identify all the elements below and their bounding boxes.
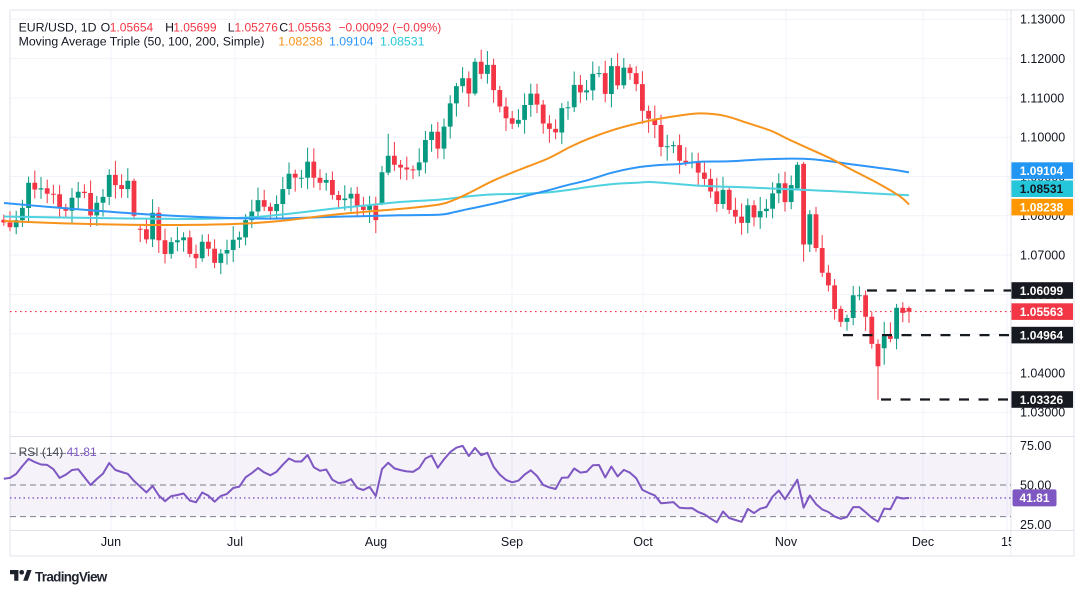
svg-text:1.09104: 1.09104: [1020, 164, 1064, 178]
svg-text:H: H: [165, 21, 174, 35]
svg-text:1.05563: 1.05563: [288, 21, 332, 35]
svg-text:Jun: Jun: [101, 535, 121, 549]
svg-text:Sep: Sep: [501, 535, 523, 549]
svg-text:O: O: [101, 21, 111, 35]
svg-text:Moving Average Triple (50, 100: Moving Average Triple (50, 100, 200, Sim…: [19, 34, 265, 48]
svg-text:1.03326: 1.03326: [1020, 393, 1064, 407]
svg-text:1.03000: 1.03000: [1020, 406, 1065, 420]
svg-text:1.08531: 1.08531: [380, 34, 425, 48]
svg-text:Aug: Aug: [365, 535, 387, 549]
svg-text:1.11000: 1.11000: [1020, 91, 1064, 105]
svg-text:−0.00092 (−0.09%): −0.00092 (−0.09%): [339, 21, 442, 35]
svg-text:1.13000: 1.13000: [1020, 13, 1065, 27]
svg-text:1.04964: 1.04964: [1020, 328, 1064, 342]
svg-text:75.00: 75.00: [1020, 439, 1051, 453]
svg-text:1.08238: 1.08238: [278, 34, 323, 48]
svg-text:C: C: [279, 21, 288, 35]
svg-text:Oct: Oct: [633, 535, 653, 549]
svg-text:RSI (14) 41.81: RSI (14) 41.81: [19, 445, 97, 459]
svg-text:TradingView: TradingView: [35, 570, 108, 585]
svg-text:1.08531: 1.08531: [1020, 182, 1064, 196]
svg-text:1.09104: 1.09104: [329, 34, 374, 48]
svg-text:1.07000: 1.07000: [1020, 249, 1065, 263]
svg-text:L: L: [228, 21, 235, 35]
svg-text:1.08238: 1.08238: [1020, 200, 1064, 214]
svg-text:1.06099: 1.06099: [1020, 284, 1064, 298]
svg-text:EUR/USD, 1D: EUR/USD, 1D: [19, 21, 97, 35]
svg-text:1.04000: 1.04000: [1020, 366, 1065, 380]
svg-text:50.00: 50.00: [1020, 478, 1051, 492]
svg-text:25.00: 25.00: [1020, 518, 1051, 532]
svg-text:41.81: 41.81: [1019, 491, 1049, 505]
svg-text:1.05276: 1.05276: [235, 21, 279, 35]
svg-text:1.12000: 1.12000: [1020, 52, 1065, 66]
svg-text:Dec: Dec: [912, 535, 934, 549]
svg-text:1.10000: 1.10000: [1020, 131, 1065, 145]
svg-text:1.05563: 1.05563: [1020, 305, 1064, 319]
svg-text:Jul: Jul: [227, 535, 243, 549]
svg-text:Nov: Nov: [775, 535, 798, 549]
svg-text:1.05699: 1.05699: [173, 21, 217, 35]
svg-text:1.05654: 1.05654: [110, 21, 154, 35]
